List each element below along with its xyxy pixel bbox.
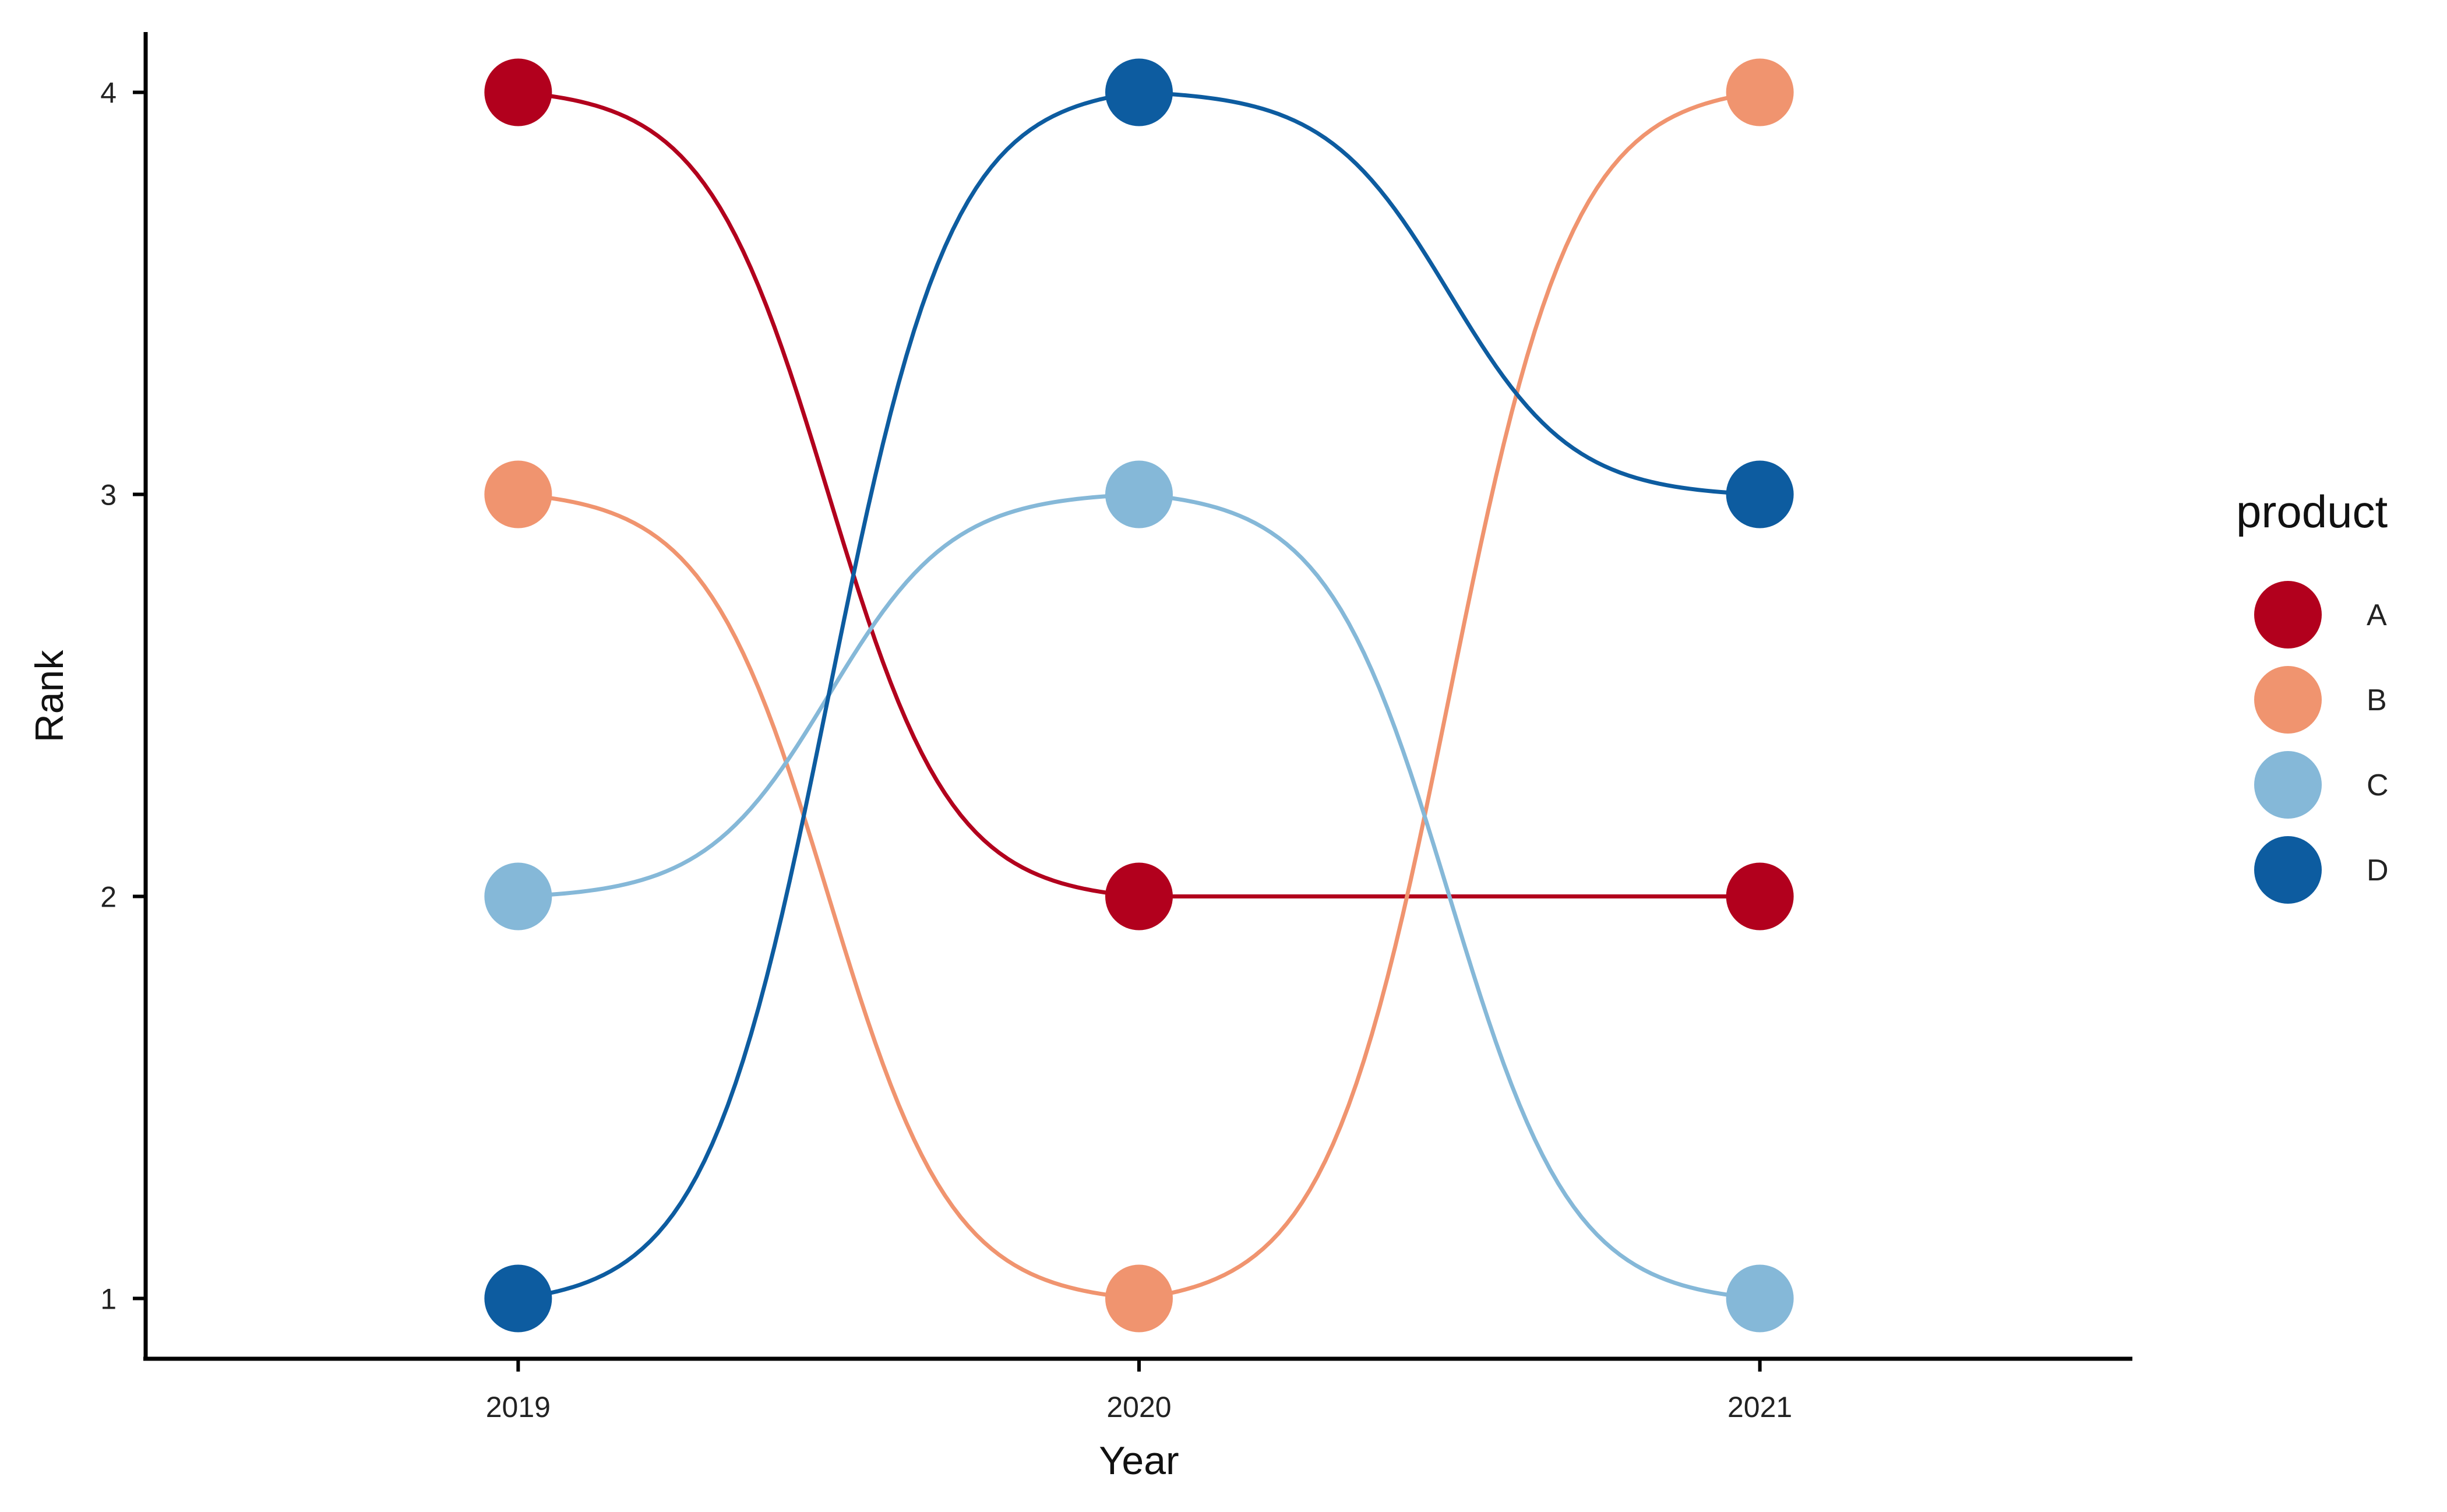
data-point-b-2019: [484, 460, 552, 528]
series-points: [484, 58, 1794, 1333]
data-point-a-2021: [1726, 862, 1794, 931]
y-tick-label: 4: [100, 77, 117, 110]
series-line-d: [1138, 90, 1760, 496]
legend-key-a: [2254, 581, 2322, 648]
series-line-b: [1138, 90, 1761, 1300]
data-point-b-2020: [1105, 1264, 1173, 1333]
legend: product A B C D: [2236, 486, 2389, 904]
data-point-d-2020: [1105, 58, 1173, 126]
y-tick-label: 2: [100, 881, 117, 914]
data-point-d-2021: [1726, 460, 1794, 528]
y-axis-ticks: 1 2 3 4: [100, 77, 146, 1316]
series-line-b: [518, 492, 1140, 1300]
legend-key-d: [2254, 836, 2322, 904]
legend-label-a: A: [2367, 598, 2387, 632]
data-point-c-2019: [484, 862, 552, 931]
x-tick-label: 2021: [1727, 1391, 1792, 1423]
data-point-c-2021: [1726, 1264, 1794, 1333]
data-point-b-2021: [1726, 58, 1794, 126]
legend-label-d: D: [2367, 854, 2389, 887]
y-axis-title: Rank: [27, 650, 72, 743]
legend-items: A B C D: [2254, 581, 2389, 904]
legend-title: product: [2236, 486, 2388, 537]
series-line-c: [1138, 492, 1760, 1300]
series-lines: [517, 90, 1761, 1300]
x-axis-title: Year: [1099, 1439, 1179, 1483]
data-point-a-2019: [484, 58, 552, 126]
data-point-a-2020: [1105, 862, 1173, 931]
data-point-d-2019: [484, 1264, 552, 1333]
legend-key-c: [2254, 751, 2322, 819]
series-line-d: [517, 90, 1140, 1300]
legend-label-c: C: [2367, 769, 2389, 802]
data-point-c-2020: [1105, 460, 1173, 528]
x-tick-label: 2020: [1106, 1391, 1171, 1423]
y-tick-label: 3: [100, 479, 117, 512]
y-tick-label: 1: [100, 1283, 117, 1316]
legend-key-b: [2254, 666, 2322, 734]
x-tick-label: 2019: [486, 1391, 551, 1423]
legend-label-b: B: [2367, 683, 2387, 717]
series-line-a: [518, 90, 1140, 898]
x-axis-ticks: 2019 2020 2021: [486, 1359, 1792, 1423]
